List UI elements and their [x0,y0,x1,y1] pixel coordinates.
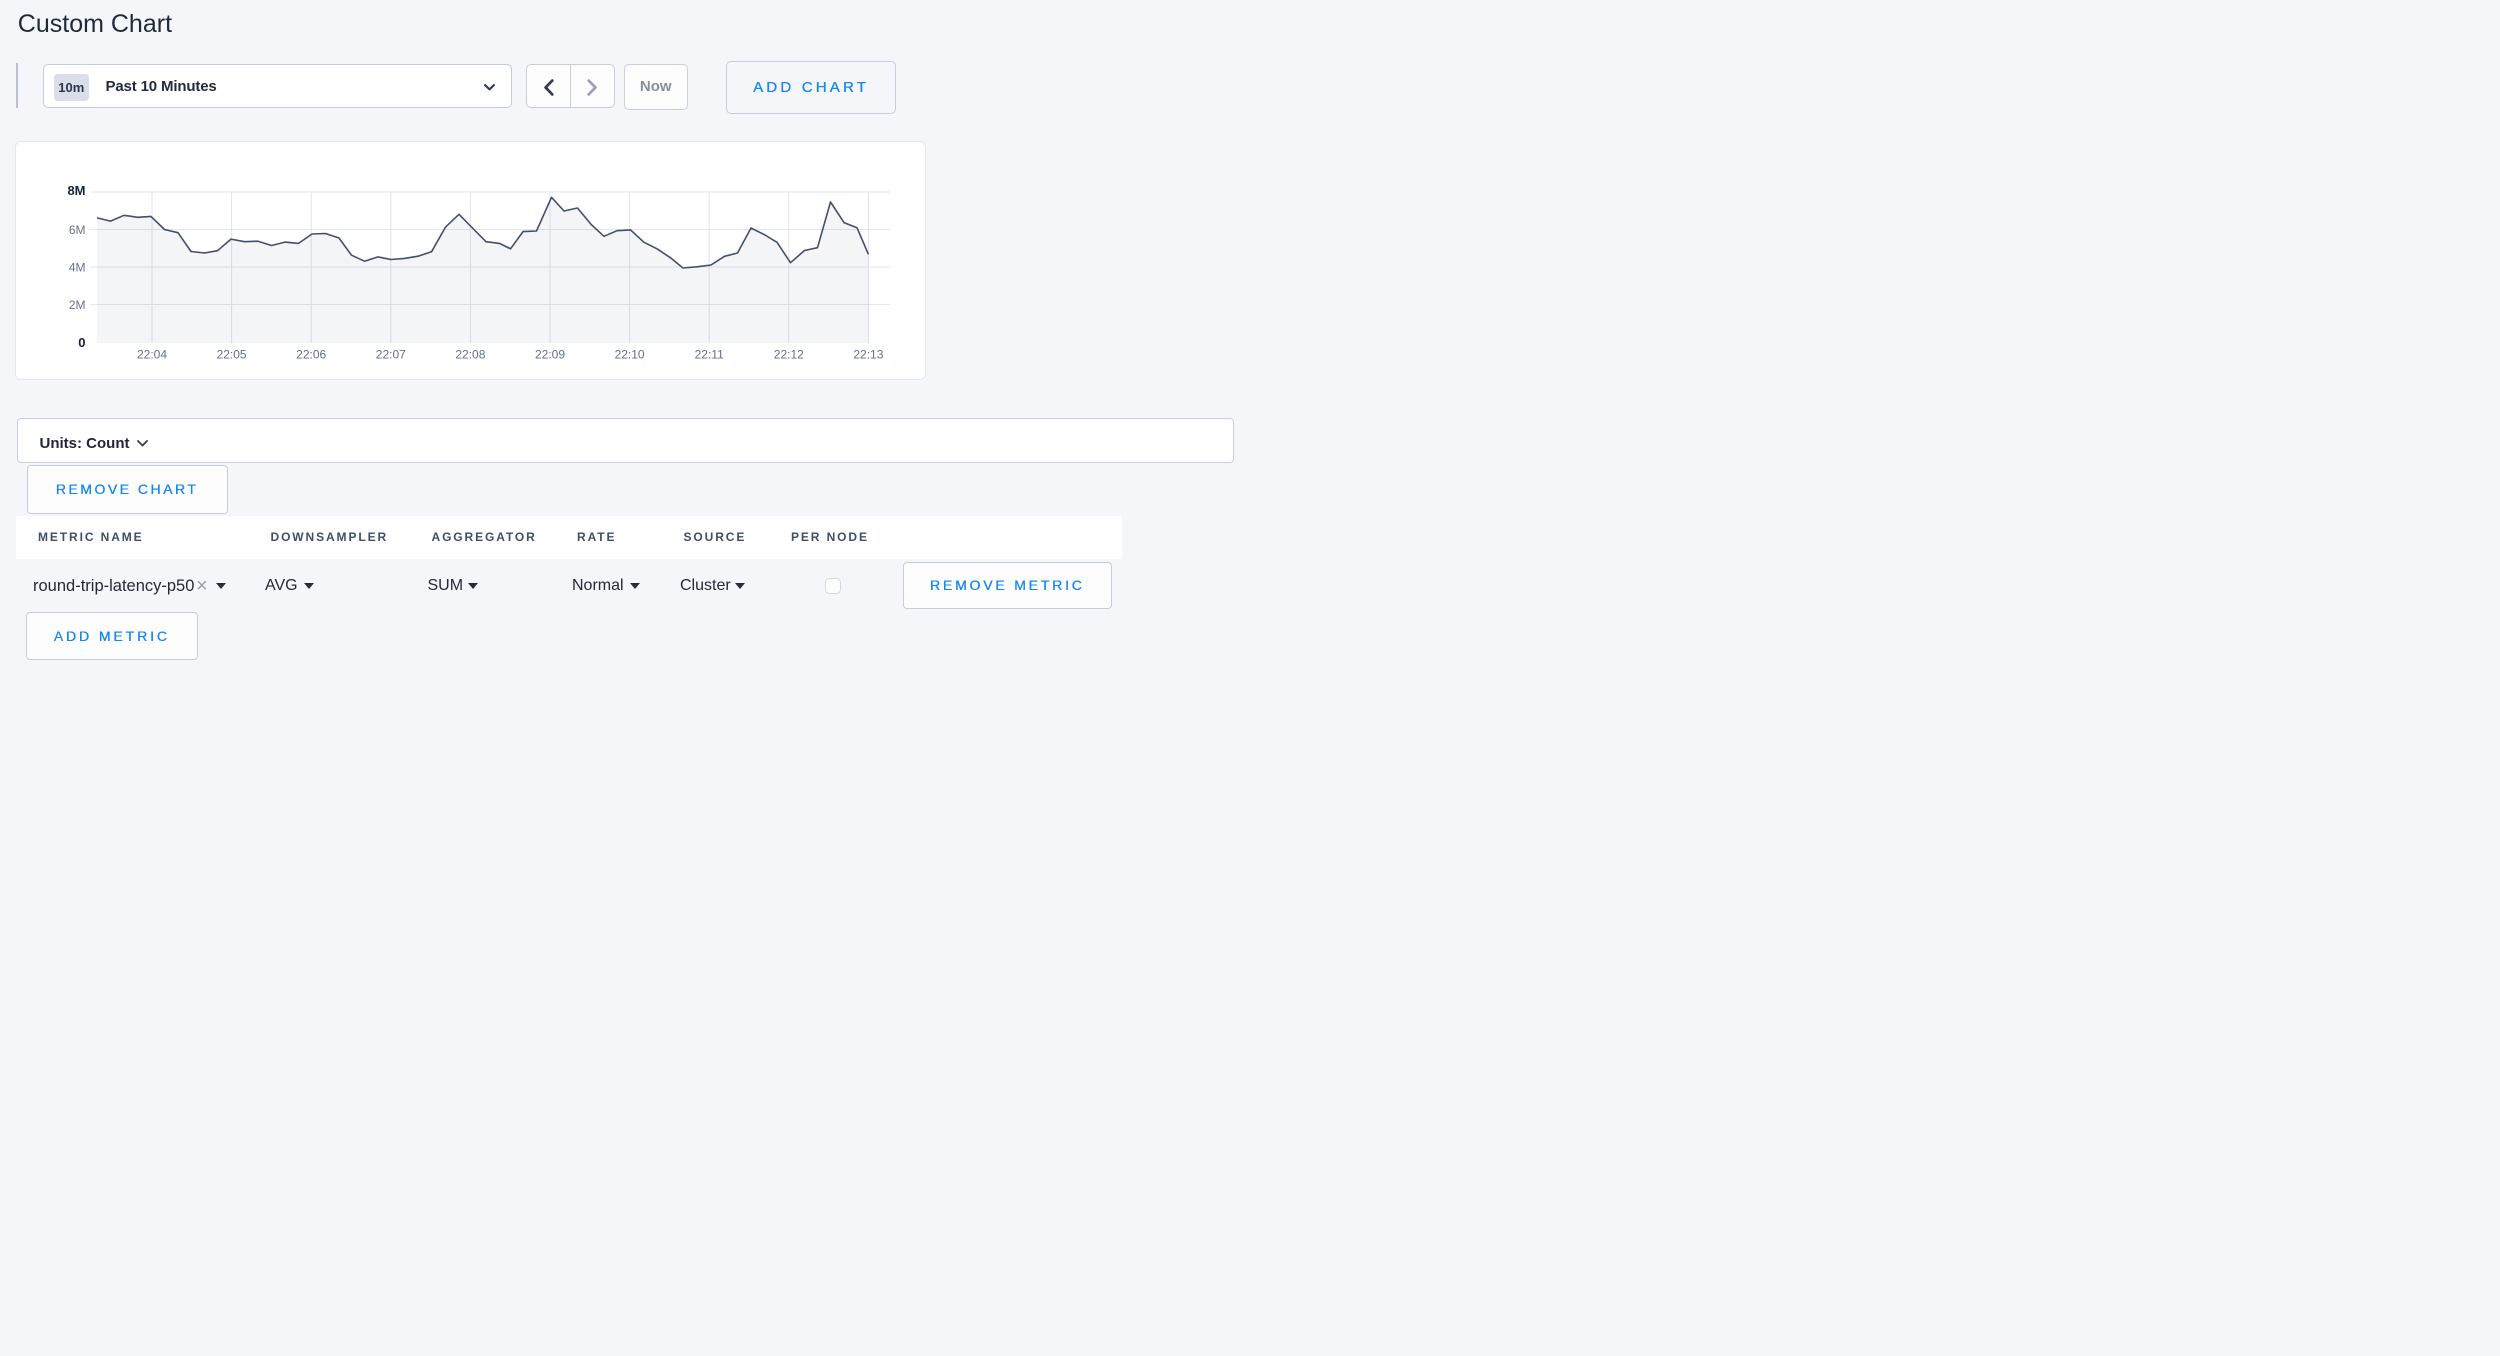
svg-text:22:13: 22:13 [853,347,883,361]
svg-text:22:07: 22:07 [376,347,406,361]
svg-text:22:11: 22:11 [695,347,724,361]
svg-text:2M: 2M [69,298,86,312]
svg-text:22:04: 22:04 [137,347,167,361]
svg-text:22:09: 22:09 [535,347,565,361]
svg-text:22:12: 22:12 [774,347,804,361]
svg-text:4M: 4M [69,260,86,274]
svg-text:8M: 8M [67,183,85,198]
svg-text:22:05: 22:05 [217,347,247,361]
svg-text:6M: 6M [69,223,86,237]
svg-text:22:10: 22:10 [615,347,645,361]
svg-text:22:06: 22:06 [296,347,326,361]
svg-text:0: 0 [78,335,85,350]
svg-text:22:08: 22:08 [455,347,485,361]
